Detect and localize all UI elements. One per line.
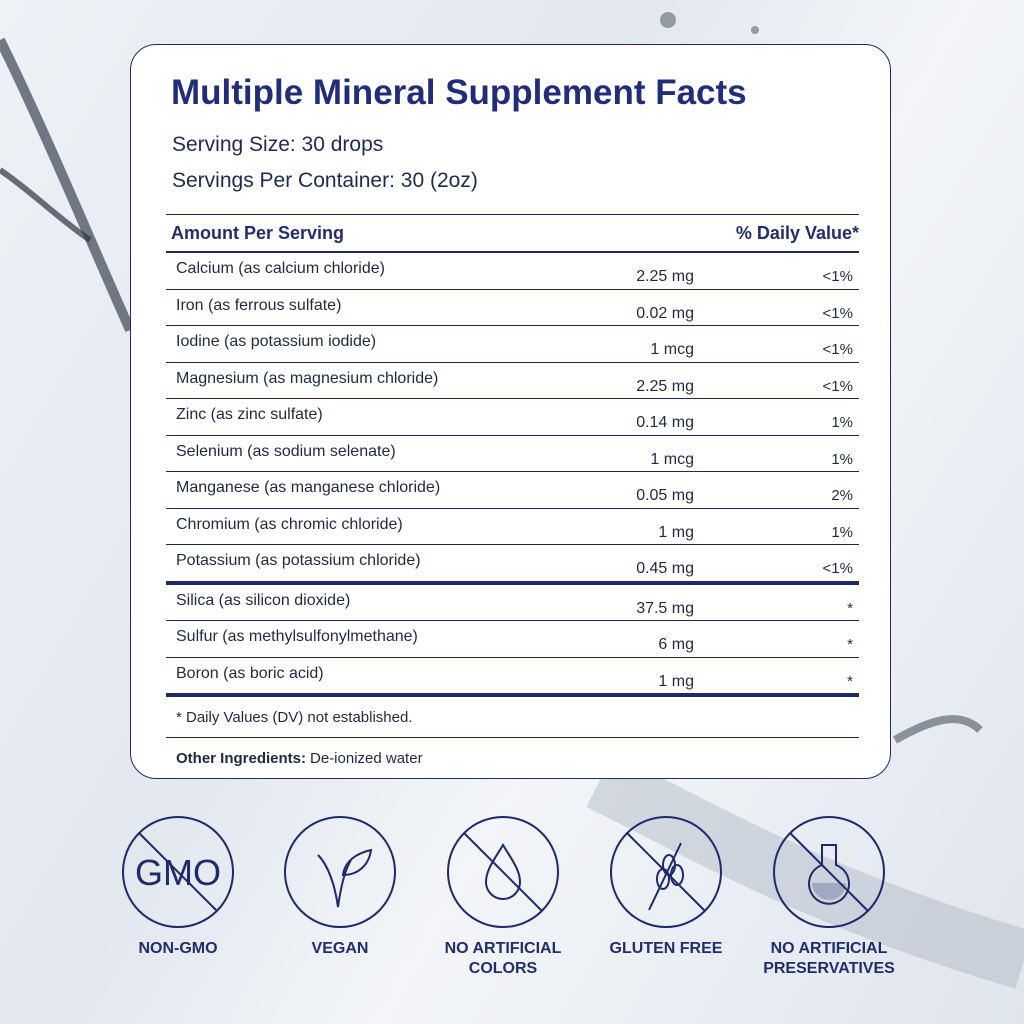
header-cell: % Daily Value* [735, 222, 859, 243]
nutrient-name: Potassium (as potassium chloride) [176, 552, 421, 569]
table-row: Iron (as ferrous sulfate) 0.02 mg <1% [166, 290, 859, 326]
amount: 2.25 mg [636, 268, 694, 285]
amount: 0.02 mg [636, 304, 694, 322]
nutrient-name: Zinc (as zinc sulfate) [176, 406, 323, 423]
badge-label: NON-GMO [138, 940, 218, 957]
table-row: Zinc (as zinc sulfate) 0.14 mg 1% [166, 399, 859, 436]
table-row: Iodine (as potassium iodide) 1 mcg <1% [166, 326, 859, 363]
nutrient-name: Sulfur (as methylsulfonylmethane) [176, 628, 418, 645]
nutrient-name: Silica (as silicon dioxide) [176, 591, 351, 609]
amount: 0.05 mg [636, 487, 694, 504]
facts-card: Multiple Mineral Supplement Facts Servin… [130, 44, 891, 779]
amount: 1 mg [658, 523, 694, 541]
facts-table: Amount Per Serving % Daily Value* Calciu… [166, 214, 859, 778]
nutrient-name: Boron (as boric acid) [176, 664, 324, 682]
badge-icon [610, 816, 722, 928]
other-value: De-ionized water [310, 749, 423, 767]
table-row: Potassium (as potassium chloride) 0.45 mg… [166, 545, 859, 581]
daily-value: <1% [822, 341, 853, 358]
nutrient-name: Iron (as ferrous sulfate) [176, 296, 342, 314]
table-row: Selenium (as sodium selenate) 1 mcg 1% [166, 436, 859, 472]
nutrient-name: Manganese (as manganese chloride) [176, 479, 441, 496]
badge: NO ARTIFICIAL COLORS [428, 815, 578, 979]
amount: 0.45 mg [636, 560, 694, 577]
badge-label: VEGAN [311, 940, 369, 957]
nutrient-name: Magnesium (as magnesium chloride) [176, 369, 439, 387]
badge-icon [773, 816, 885, 928]
amount: 1 mcg [650, 450, 694, 468]
nutrient-name: Calcium (as calcium chloride) [176, 260, 385, 277]
daily-value: * [847, 672, 853, 690]
daily-value: 1% [831, 523, 853, 541]
daily-value: * [847, 599, 853, 617]
amount: 37.5 mg [636, 599, 694, 617]
badge-label: NO ARTIFICIAL PRESERVATIVES [763, 940, 895, 977]
badge-icon [284, 816, 396, 928]
badge: VEGAN [265, 815, 415, 959]
amount: 0.14 mg [636, 414, 694, 431]
table-row: Calcium (as calcium chloride) 2.25 mg <1% [166, 253, 859, 290]
amount: 2.25 mg [636, 377, 694, 395]
table-row: Silica (as silicon dioxide) 37.5 mg * [166, 585, 859, 621]
daily-value: <1% [822, 304, 853, 322]
nutrient-name: Chromium (as chromic chloride) [176, 515, 403, 533]
daily-value: 1% [831, 414, 853, 431]
daily-value: <1% [822, 377, 853, 395]
footnote: * Daily Values (DV) not established. [166, 697, 859, 738]
badge: GMO NON-GMO [103, 815, 253, 959]
amount: 1 mg [658, 672, 694, 690]
serving-size: Serving Size: 30 drops [172, 133, 384, 156]
title: Multiple Mineral Supplement Facts [171, 73, 747, 112]
daily-value: <1% [822, 268, 853, 285]
amount: 1 mcg [650, 341, 694, 358]
table-row: Manganese (as manganese chloride) 0.05 mg… [166, 472, 859, 509]
table-body: Calcium (as calcium chloride) 2.25 mg <1% I… [166, 253, 859, 697]
other-label: Other Ingredients: [176, 749, 307, 767]
badge-icon: GMO [122, 816, 234, 928]
daily-value: * [847, 636, 853, 653]
badge: NO ARTIFICIAL PRESERVATIVES [754, 815, 904, 979]
table-header: Amount Per Serving % Daily Value* [166, 215, 859, 253]
nutrient-name: Iodine (as potassium iodide) [176, 333, 377, 350]
header-cell: Amount Per Serving [171, 222, 345, 243]
table-row: Boron (as boric acid) 1 mg * [166, 658, 859, 694]
badge-label: NO ARTIFICIAL COLORS [444, 940, 562, 977]
table-section: Calcium (as calcium chloride) 2.25 mg <1% I… [166, 253, 859, 585]
table-row: Chromium (as chromic chloride) 1 mg 1% [166, 509, 859, 545]
daily-value: 2% [831, 487, 853, 504]
nutrient-name: Selenium (as sodium selenate) [176, 442, 396, 460]
badge-icon [447, 816, 559, 928]
badge: GLUTEN FREE [591, 815, 741, 959]
servings-per-container: Servings Per Container: 30 (2oz) [172, 169, 478, 192]
daily-value: <1% [822, 560, 853, 577]
other-ingredients: Other Ingredients: De-ionized water [166, 738, 859, 778]
table-row: Sulfur (as methylsulfonylmethane) 6 mg * [166, 621, 859, 658]
amount: 6 mg [658, 636, 694, 653]
badge-label: GLUTEN FREE [609, 940, 723, 957]
table-row: Magnesium (as magnesium chloride) 2.25 mg… [166, 363, 859, 399]
table-section: Silica (as silicon dioxide) 37.5 mg * Sulfu… [166, 585, 859, 697]
daily-value: 1% [831, 450, 853, 468]
